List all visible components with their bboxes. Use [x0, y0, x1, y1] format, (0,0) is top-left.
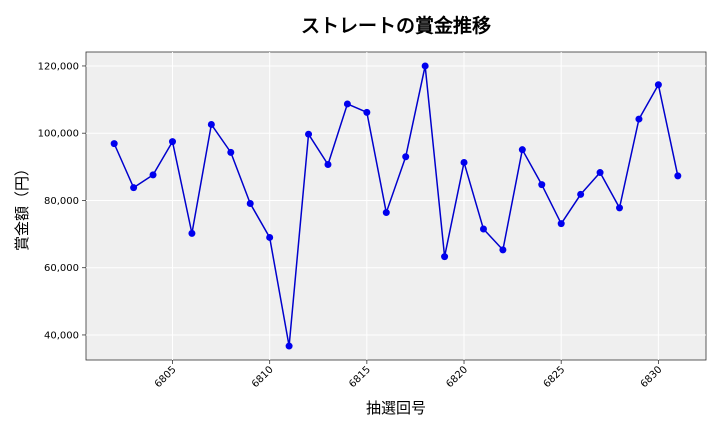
grid-lines	[86, 52, 706, 360]
data-point	[596, 169, 604, 177]
x-tick-label: 6820	[444, 364, 470, 390]
data-point	[674, 172, 682, 180]
y-tick-label: 120,000	[38, 61, 79, 72]
data-point	[207, 120, 215, 128]
data-point	[616, 204, 624, 212]
data-point	[441, 253, 449, 261]
y-tick-label: 80,000	[44, 196, 79, 207]
data-point	[499, 246, 507, 254]
data-point	[421, 62, 429, 70]
plot-area	[85, 51, 707, 361]
data-point	[188, 229, 196, 237]
y-tick-label: 40,000	[44, 330, 79, 341]
data-point	[305, 130, 313, 138]
data-point	[557, 220, 565, 228]
chart-title: ストレートの賞金推移	[301, 14, 491, 37]
data-point	[168, 138, 176, 146]
data-point	[382, 209, 390, 217]
x-axis-label: 抽選回号	[366, 399, 426, 417]
data-point	[343, 100, 351, 108]
data-point	[110, 140, 118, 148]
series-line	[113, 65, 679, 347]
data-point	[266, 233, 274, 241]
data-point	[577, 190, 585, 198]
data-point	[130, 184, 138, 192]
y-tick-label: 60,000	[44, 263, 79, 274]
x-tick-label: 6805	[153, 364, 179, 390]
y-axis-label: 賞金額（円）	[13, 161, 31, 251]
data-point	[324, 160, 332, 168]
y-tick-label: 100,000	[38, 129, 79, 140]
data-point	[149, 171, 157, 179]
x-tick-label: 6830	[639, 364, 665, 390]
x-tick-label: 6810	[250, 364, 276, 390]
data-point	[285, 342, 293, 350]
data-point	[635, 115, 643, 123]
data-point	[402, 153, 410, 161]
x-tick-label: 6815	[347, 364, 373, 390]
data-point	[460, 158, 468, 166]
data-point	[518, 146, 526, 154]
data-point	[363, 108, 371, 116]
data-point	[654, 81, 662, 89]
series	[110, 62, 682, 350]
data-point	[479, 225, 487, 233]
data-point	[246, 199, 254, 207]
data-point	[538, 181, 546, 189]
data-point	[227, 148, 235, 156]
x-tick-label: 6825	[542, 364, 568, 390]
